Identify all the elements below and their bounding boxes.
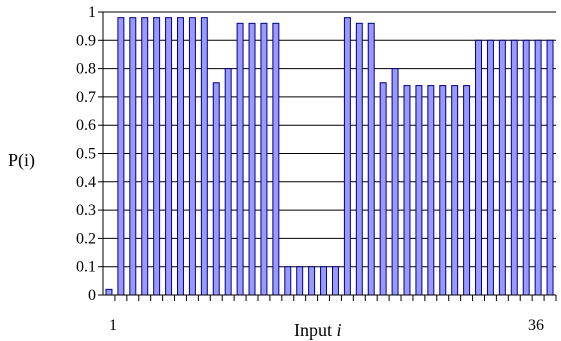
bar	[343, 17, 351, 296]
axes	[98, 11, 557, 301]
bar	[224, 68, 232, 296]
y-tick-label: 0.1	[76, 259, 96, 276]
bar	[498, 39, 506, 296]
bar	[439, 85, 447, 296]
x-axis-label-text: Input	[294, 320, 337, 340]
y-tick-label: 0.4	[76, 174, 96, 191]
y-tick-label: 0.3	[76, 202, 96, 219]
tick-labels: 0 0.1 0.2 0.3 0.4 0.5 0.6 0.7 0.8 0.9 1	[76, 4, 96, 304]
bar	[320, 266, 328, 296]
x-tick-label-last: 36	[528, 317, 544, 334]
x-axis-label: Input i	[294, 320, 342, 340]
y-tick-label: 0	[88, 287, 96, 304]
y-tick-label: 0.7	[76, 89, 96, 106]
bar	[308, 266, 316, 296]
bar	[200, 17, 208, 296]
bar	[475, 39, 482, 296]
bar	[415, 85, 423, 296]
y-tick-label: 1	[88, 4, 96, 21]
bar	[177, 17, 184, 296]
x-axis-label-variable: i	[337, 320, 342, 340]
bar	[117, 17, 125, 296]
bar	[212, 82, 220, 296]
y-tick-label: 0.2	[76, 230, 96, 247]
y-tick-label: 0.6	[76, 117, 96, 134]
bar	[451, 85, 459, 296]
bar	[379, 82, 387, 296]
bar	[153, 17, 161, 296]
bar	[188, 17, 196, 296]
y-axis-label: P(i)	[8, 150, 35, 171]
bars	[105, 17, 554, 296]
bar	[272, 22, 280, 296]
bar	[391, 68, 399, 296]
bar	[403, 85, 411, 296]
bar	[427, 85, 435, 296]
bar	[236, 22, 244, 296]
bar	[296, 266, 304, 296]
y-tick-label: 0.8	[76, 61, 96, 78]
bar	[522, 39, 530, 296]
bar	[355, 22, 363, 296]
bar	[486, 39, 494, 296]
x-tick-label-first: 1	[109, 317, 117, 334]
bar	[248, 22, 256, 296]
bar	[141, 17, 149, 296]
y-tick-label: 0.5	[76, 146, 96, 163]
bar	[105, 288, 113, 296]
bar	[367, 22, 375, 296]
bar	[284, 266, 292, 296]
bar	[510, 39, 518, 296]
bar	[129, 17, 137, 296]
bar	[165, 17, 173, 296]
bar	[260, 22, 268, 296]
y-tick-label: 0.9	[76, 32, 96, 49]
bar	[331, 266, 339, 296]
bar	[534, 39, 542, 296]
bar	[463, 85, 471, 296]
bar	[546, 39, 554, 296]
